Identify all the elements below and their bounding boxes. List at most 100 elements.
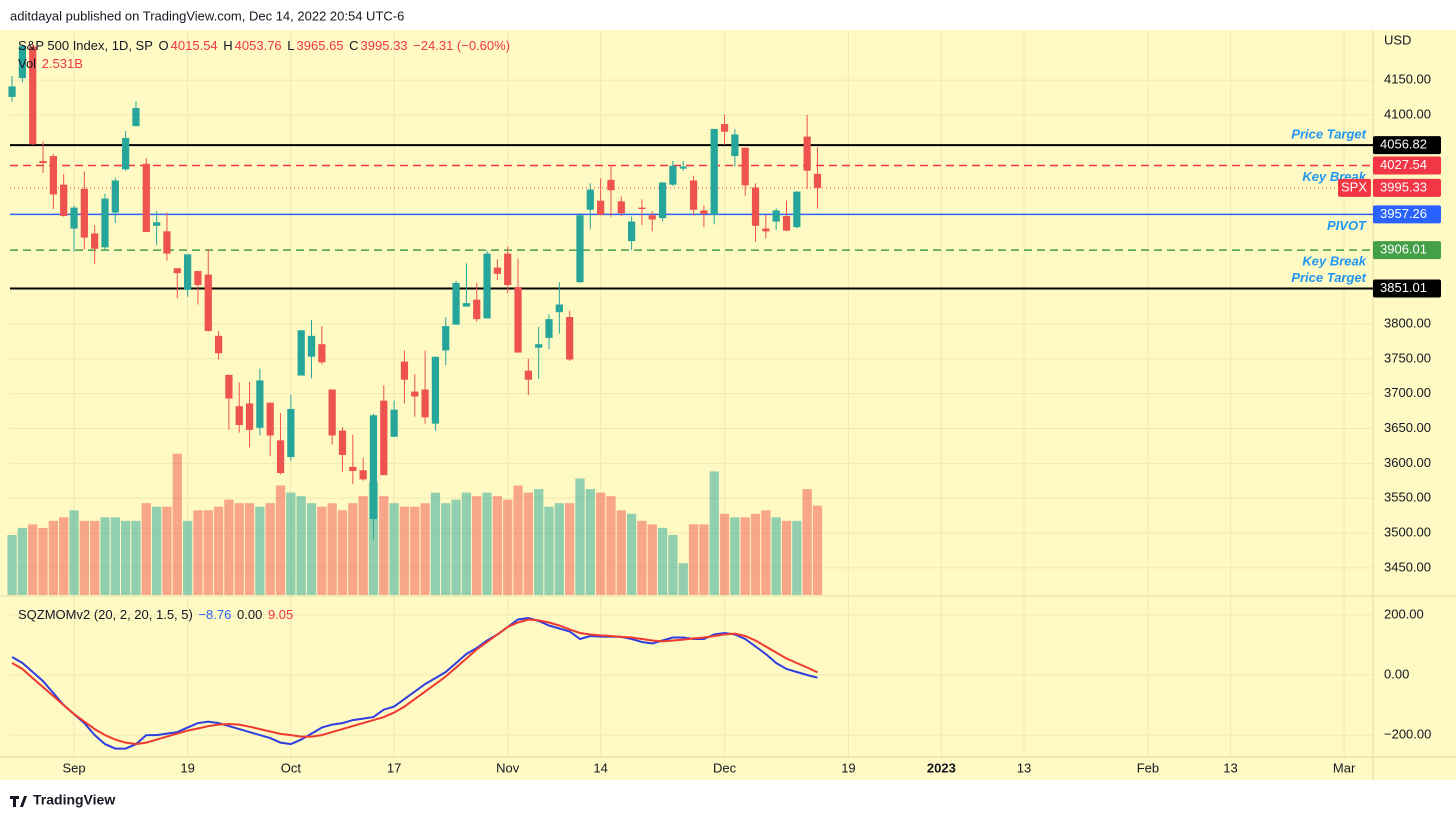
volume-bar [472,496,482,595]
candle-body [813,173,822,188]
candle-body [204,274,212,331]
indicator-tick-label: 200.00 [1384,606,1424,621]
volume-bar [100,517,110,595]
x-tick-label: Mar [1333,760,1356,775]
candle-body [462,303,471,307]
candle-body [183,254,192,290]
candle-body [49,156,57,195]
candle-body [245,403,254,430]
volume-bar [523,492,533,595]
level-price: 3957.26 [1380,206,1427,221]
candle-body [80,188,88,238]
volume-bar [255,506,265,595]
y-tick-label: 3650.00 [1384,420,1431,435]
volume-bar [709,471,719,595]
indicator-value-1: −8.76 [198,607,232,622]
volume-value: 2.531B [41,56,83,71]
candle-body [101,198,109,248]
candle-body [142,163,150,233]
volume-bar [17,527,28,595]
volume-bar [595,492,606,595]
volume-bar [28,524,38,595]
volume-bar [565,503,575,595]
candle-body [359,470,367,480]
candle-body [535,344,543,348]
volume-bar [410,506,420,595]
candle-body [700,210,708,214]
momentum-line [11,616,818,750]
candle-body [256,380,264,428]
candle-body [741,147,749,186]
volume-bar [492,496,503,595]
logo [10,796,27,807]
candle-body [307,335,316,357]
volume-bar [59,517,69,595]
volume-bar [110,517,120,595]
candle-body [91,233,99,249]
candle-body [731,134,739,157]
candle-body [29,46,37,145]
y-tick-label: 4100.00 [1384,106,1431,121]
volume-bar [626,513,637,595]
level-price-box [1373,136,1441,155]
volume-bar [585,489,595,595]
candle-body [173,268,181,274]
symbol-label: SPX [1341,179,1367,194]
volume-bar [554,503,564,595]
volume-bar [719,513,730,595]
volume-bar [812,505,823,595]
x-tick-label: 13 [1017,760,1031,775]
indicator-value-3: 9.05 [267,607,294,622]
candle-body [607,179,615,191]
volume-bar [286,492,296,595]
volume-bar [430,492,441,595]
candle-body [276,440,285,474]
indicator-legend: SQZMOMv2 (20, 2, 20, 1.5, 5) −8.76 0.00 … [18,607,295,622]
candle-body [638,207,646,210]
legend-close: 3995.33 [360,38,408,53]
volume-bar [38,527,48,595]
volume-bar [699,524,709,595]
volume-bar [7,534,17,595]
volume-bar [234,503,244,595]
candle-body [803,136,811,171]
candle-body [514,287,522,353]
candle-body [60,184,68,217]
level-label: PIVOT [1327,218,1367,233]
last-price-box [1373,178,1441,197]
x-tick-label: Dec [713,760,737,775]
volume-bar [534,489,544,595]
y-tick-label: 4150.00 [1384,72,1431,87]
price-legend: S&P 500 Index, 1D, SP O 4015.54 H 4053.76 … [18,38,512,53]
volume-bar [131,520,141,595]
candle-body [586,189,594,210]
candle-body [483,253,491,319]
candle-body [679,166,687,169]
volume-bar [616,510,626,595]
volume-bar [740,517,750,595]
volume-bar [750,513,761,595]
x-tick-label: Sep [62,760,85,775]
volume-bar [482,492,492,595]
legend-o: O [158,38,169,53]
x-tick-label: 17 [387,760,401,775]
candle-body [504,253,512,285]
level-label: Key Break [1302,254,1366,269]
candle-body [297,330,305,376]
currency-label: USD [1384,32,1411,47]
volume-bar [513,485,523,595]
volume-bar [203,510,213,595]
volume-bar [121,520,131,595]
volume-bar [317,506,327,595]
candle-body [555,304,563,313]
candle-body [710,128,718,215]
volume-bar [151,506,162,595]
volume-bar [213,506,224,595]
candle-body [163,231,171,254]
volume-bar [389,503,399,595]
volume-legend: Vol 2.531B [18,56,85,71]
candle-body [658,182,667,219]
volume-bar [544,506,554,595]
volume-bar [575,478,585,595]
candle-body [452,282,460,325]
